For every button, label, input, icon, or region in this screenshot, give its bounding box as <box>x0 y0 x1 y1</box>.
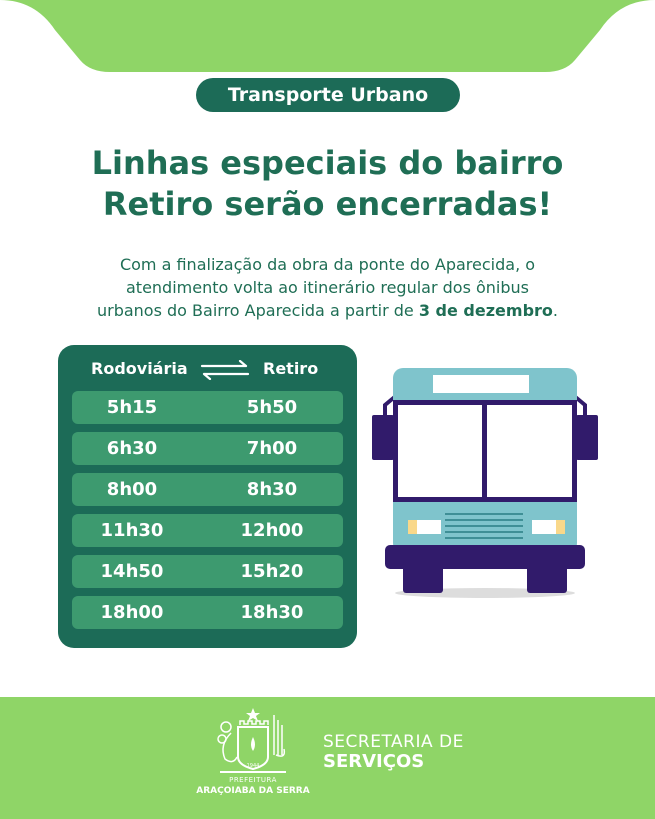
schedule-panel: Rodoviária Retiro 5h15 5h50 6h30 7h00 8h00… <box>58 345 357 648</box>
bus-illustration <box>372 368 598 598</box>
departure-time: 14h50 <box>100 561 164 582</box>
announcement-text-part: . <box>552 301 558 320</box>
headline: Linhas especiais do bairro Retiro serão … <box>0 143 655 225</box>
schedule-row: 6h30 7h00 <box>72 432 343 465</box>
headline-line: Retiro serão encerradas! <box>102 185 553 223</box>
footer: 1944 PREFEITURA ARAÇOIABA DA SERRA SECRE… <box>0 697 655 819</box>
return-time: 8h30 <box>246 479 298 500</box>
secretaria-name: SERVIÇOS <box>323 751 425 772</box>
schedule-row: 14h50 15h20 <box>72 555 343 588</box>
schedule-header: Rodoviária Retiro <box>58 357 357 381</box>
return-time: 12h00 <box>240 520 304 541</box>
destination-label: Retiro <box>263 359 319 378</box>
announcement-text: Com a finalização da obra da ponte do Ap… <box>40 253 615 322</box>
category-tag: Transporte Urbano <box>196 78 460 112</box>
announcement-text-part: urbanos do Bairro Aparecida a partir de <box>96 301 419 320</box>
headline-line: Linhas especiais do bairro <box>91 144 564 182</box>
origin-label: Rodoviária <box>91 359 188 378</box>
return-time: 7h00 <box>246 438 298 459</box>
city-name: ARAÇOIABA DA SERRA <box>196 786 310 796</box>
schedule-row: 11h30 12h00 <box>72 514 343 547</box>
prefeitura-label: PREFEITURA <box>229 776 277 784</box>
return-time: 5h50 <box>246 397 298 418</box>
departure-time: 11h30 <box>100 520 164 541</box>
departure-time: 18h00 <box>100 602 164 623</box>
departure-time: 6h30 <box>106 438 158 459</box>
departure-time: 5h15 <box>106 397 158 418</box>
date-highlight: 3 de dezembro <box>418 301 553 320</box>
secretaria-label: SECRETARIA DE <box>323 732 464 752</box>
top-banner-shape <box>0 0 655 72</box>
return-time: 18h30 <box>240 602 304 623</box>
schedule-row: 5h15 5h50 <box>72 391 343 424</box>
schedule-row: 18h00 18h30 <box>72 596 343 629</box>
two-way-arrows-icon <box>200 360 250 380</box>
announcement-line: atendimento volta ao itinerário regular … <box>125 278 529 297</box>
return-time: 15h20 <box>240 561 304 582</box>
departure-time: 8h00 <box>106 479 158 500</box>
schedule-row: 8h00 8h30 <box>72 473 343 506</box>
logo-year: 1944 <box>247 763 260 769</box>
announcement-line: urbanos do Bairro Aparecida a partir de … <box>40 299 615 322</box>
announcement-line: Com a finalização da obra da ponte do Ap… <box>119 255 536 274</box>
city-coat-of-arms-logo: 1944 <box>217 708 286 773</box>
